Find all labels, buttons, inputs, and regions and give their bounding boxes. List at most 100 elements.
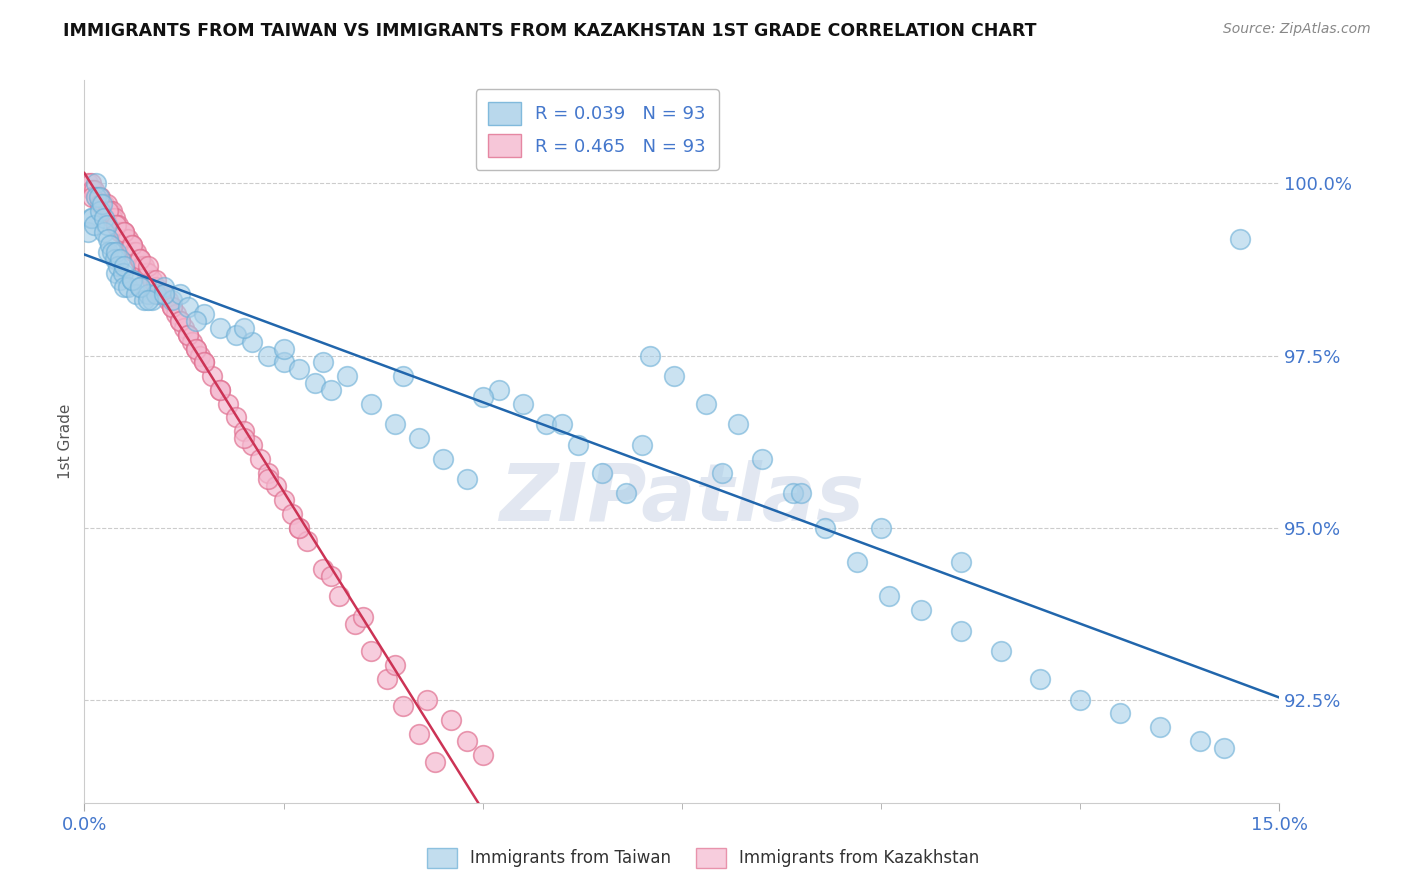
Point xyxy=(114,231,136,245)
Point xyxy=(112,259,135,273)
Point xyxy=(132,293,156,308)
Point xyxy=(82,183,104,197)
Point xyxy=(169,314,191,328)
Point xyxy=(105,245,128,260)
Point xyxy=(328,590,350,604)
Point xyxy=(208,383,231,397)
Text: ZIPatlas: ZIPatlas xyxy=(499,460,865,539)
Point xyxy=(727,417,749,432)
Point xyxy=(193,355,215,369)
Point xyxy=(488,383,510,397)
Point xyxy=(86,177,108,191)
Point xyxy=(132,259,156,273)
Point xyxy=(98,238,121,252)
Point xyxy=(432,451,454,466)
Point xyxy=(153,286,176,301)
Point xyxy=(471,390,494,404)
Point xyxy=(129,279,152,293)
Point xyxy=(169,314,191,328)
Text: IMMIGRANTS FROM TAIWAN VS IMMIGRANTS FROM KAZAKHSTAN 1ST GRADE CORRELATION CHART: IMMIGRANTS FROM TAIWAN VS IMMIGRANTS FRO… xyxy=(63,22,1036,40)
Point xyxy=(149,286,172,301)
Point xyxy=(165,307,187,321)
Point xyxy=(83,218,105,232)
Point xyxy=(129,279,152,293)
Point xyxy=(101,211,124,225)
Point xyxy=(551,417,574,432)
Point xyxy=(122,245,145,260)
Point xyxy=(662,369,685,384)
Point xyxy=(352,610,374,624)
Point xyxy=(567,438,589,452)
Point xyxy=(104,252,127,267)
Point xyxy=(89,190,111,204)
Point xyxy=(288,362,311,376)
Point xyxy=(408,727,430,741)
Point xyxy=(107,259,129,273)
Point xyxy=(89,197,111,211)
Point xyxy=(312,562,335,576)
Point xyxy=(846,555,869,569)
Point xyxy=(240,438,263,452)
Point xyxy=(877,590,900,604)
Point xyxy=(136,266,159,280)
Point xyxy=(273,342,295,356)
Point xyxy=(87,190,110,204)
Point xyxy=(1212,740,1234,755)
Point xyxy=(77,177,100,191)
Point xyxy=(101,204,124,219)
Point xyxy=(416,692,439,706)
Point xyxy=(1109,706,1132,721)
Point xyxy=(80,211,103,225)
Point xyxy=(157,293,180,308)
Point xyxy=(145,279,167,293)
Point xyxy=(128,252,150,267)
Point xyxy=(129,252,152,267)
Point xyxy=(153,286,176,301)
Point xyxy=(790,486,813,500)
Point xyxy=(117,231,139,245)
Point xyxy=(638,349,661,363)
Point xyxy=(240,334,263,349)
Point xyxy=(153,286,176,301)
Point xyxy=(169,286,191,301)
Point xyxy=(288,520,311,534)
Point xyxy=(249,451,271,466)
Point xyxy=(96,197,118,211)
Y-axis label: 1st Grade: 1st Grade xyxy=(58,404,73,479)
Point xyxy=(101,245,124,260)
Point xyxy=(360,397,382,411)
Point xyxy=(288,520,311,534)
Point xyxy=(710,466,733,480)
Point xyxy=(136,259,159,273)
Point xyxy=(97,245,120,260)
Point xyxy=(184,314,207,328)
Point xyxy=(105,218,128,232)
Point xyxy=(177,327,200,342)
Point xyxy=(232,321,254,335)
Point xyxy=(104,211,127,225)
Point xyxy=(321,568,343,582)
Point xyxy=(110,225,132,239)
Point xyxy=(751,451,773,466)
Point xyxy=(201,369,224,384)
Point xyxy=(105,266,128,280)
Point xyxy=(135,266,157,280)
Text: Source: ZipAtlas.com: Source: ZipAtlas.com xyxy=(1223,22,1371,37)
Point xyxy=(256,349,278,363)
Point xyxy=(256,472,278,486)
Point xyxy=(990,644,1012,658)
Legend: R = 0.039   N = 93, R = 0.465   N = 93: R = 0.039 N = 93, R = 0.465 N = 93 xyxy=(475,89,718,170)
Point xyxy=(273,493,295,508)
Point xyxy=(125,245,148,260)
Point xyxy=(110,273,132,287)
Point xyxy=(89,204,111,219)
Point xyxy=(97,204,120,219)
Point xyxy=(80,177,103,191)
Point xyxy=(631,438,654,452)
Point xyxy=(423,755,446,769)
Point xyxy=(264,479,287,493)
Point xyxy=(125,286,148,301)
Point xyxy=(384,417,406,432)
Point xyxy=(121,273,143,287)
Point xyxy=(312,355,335,369)
